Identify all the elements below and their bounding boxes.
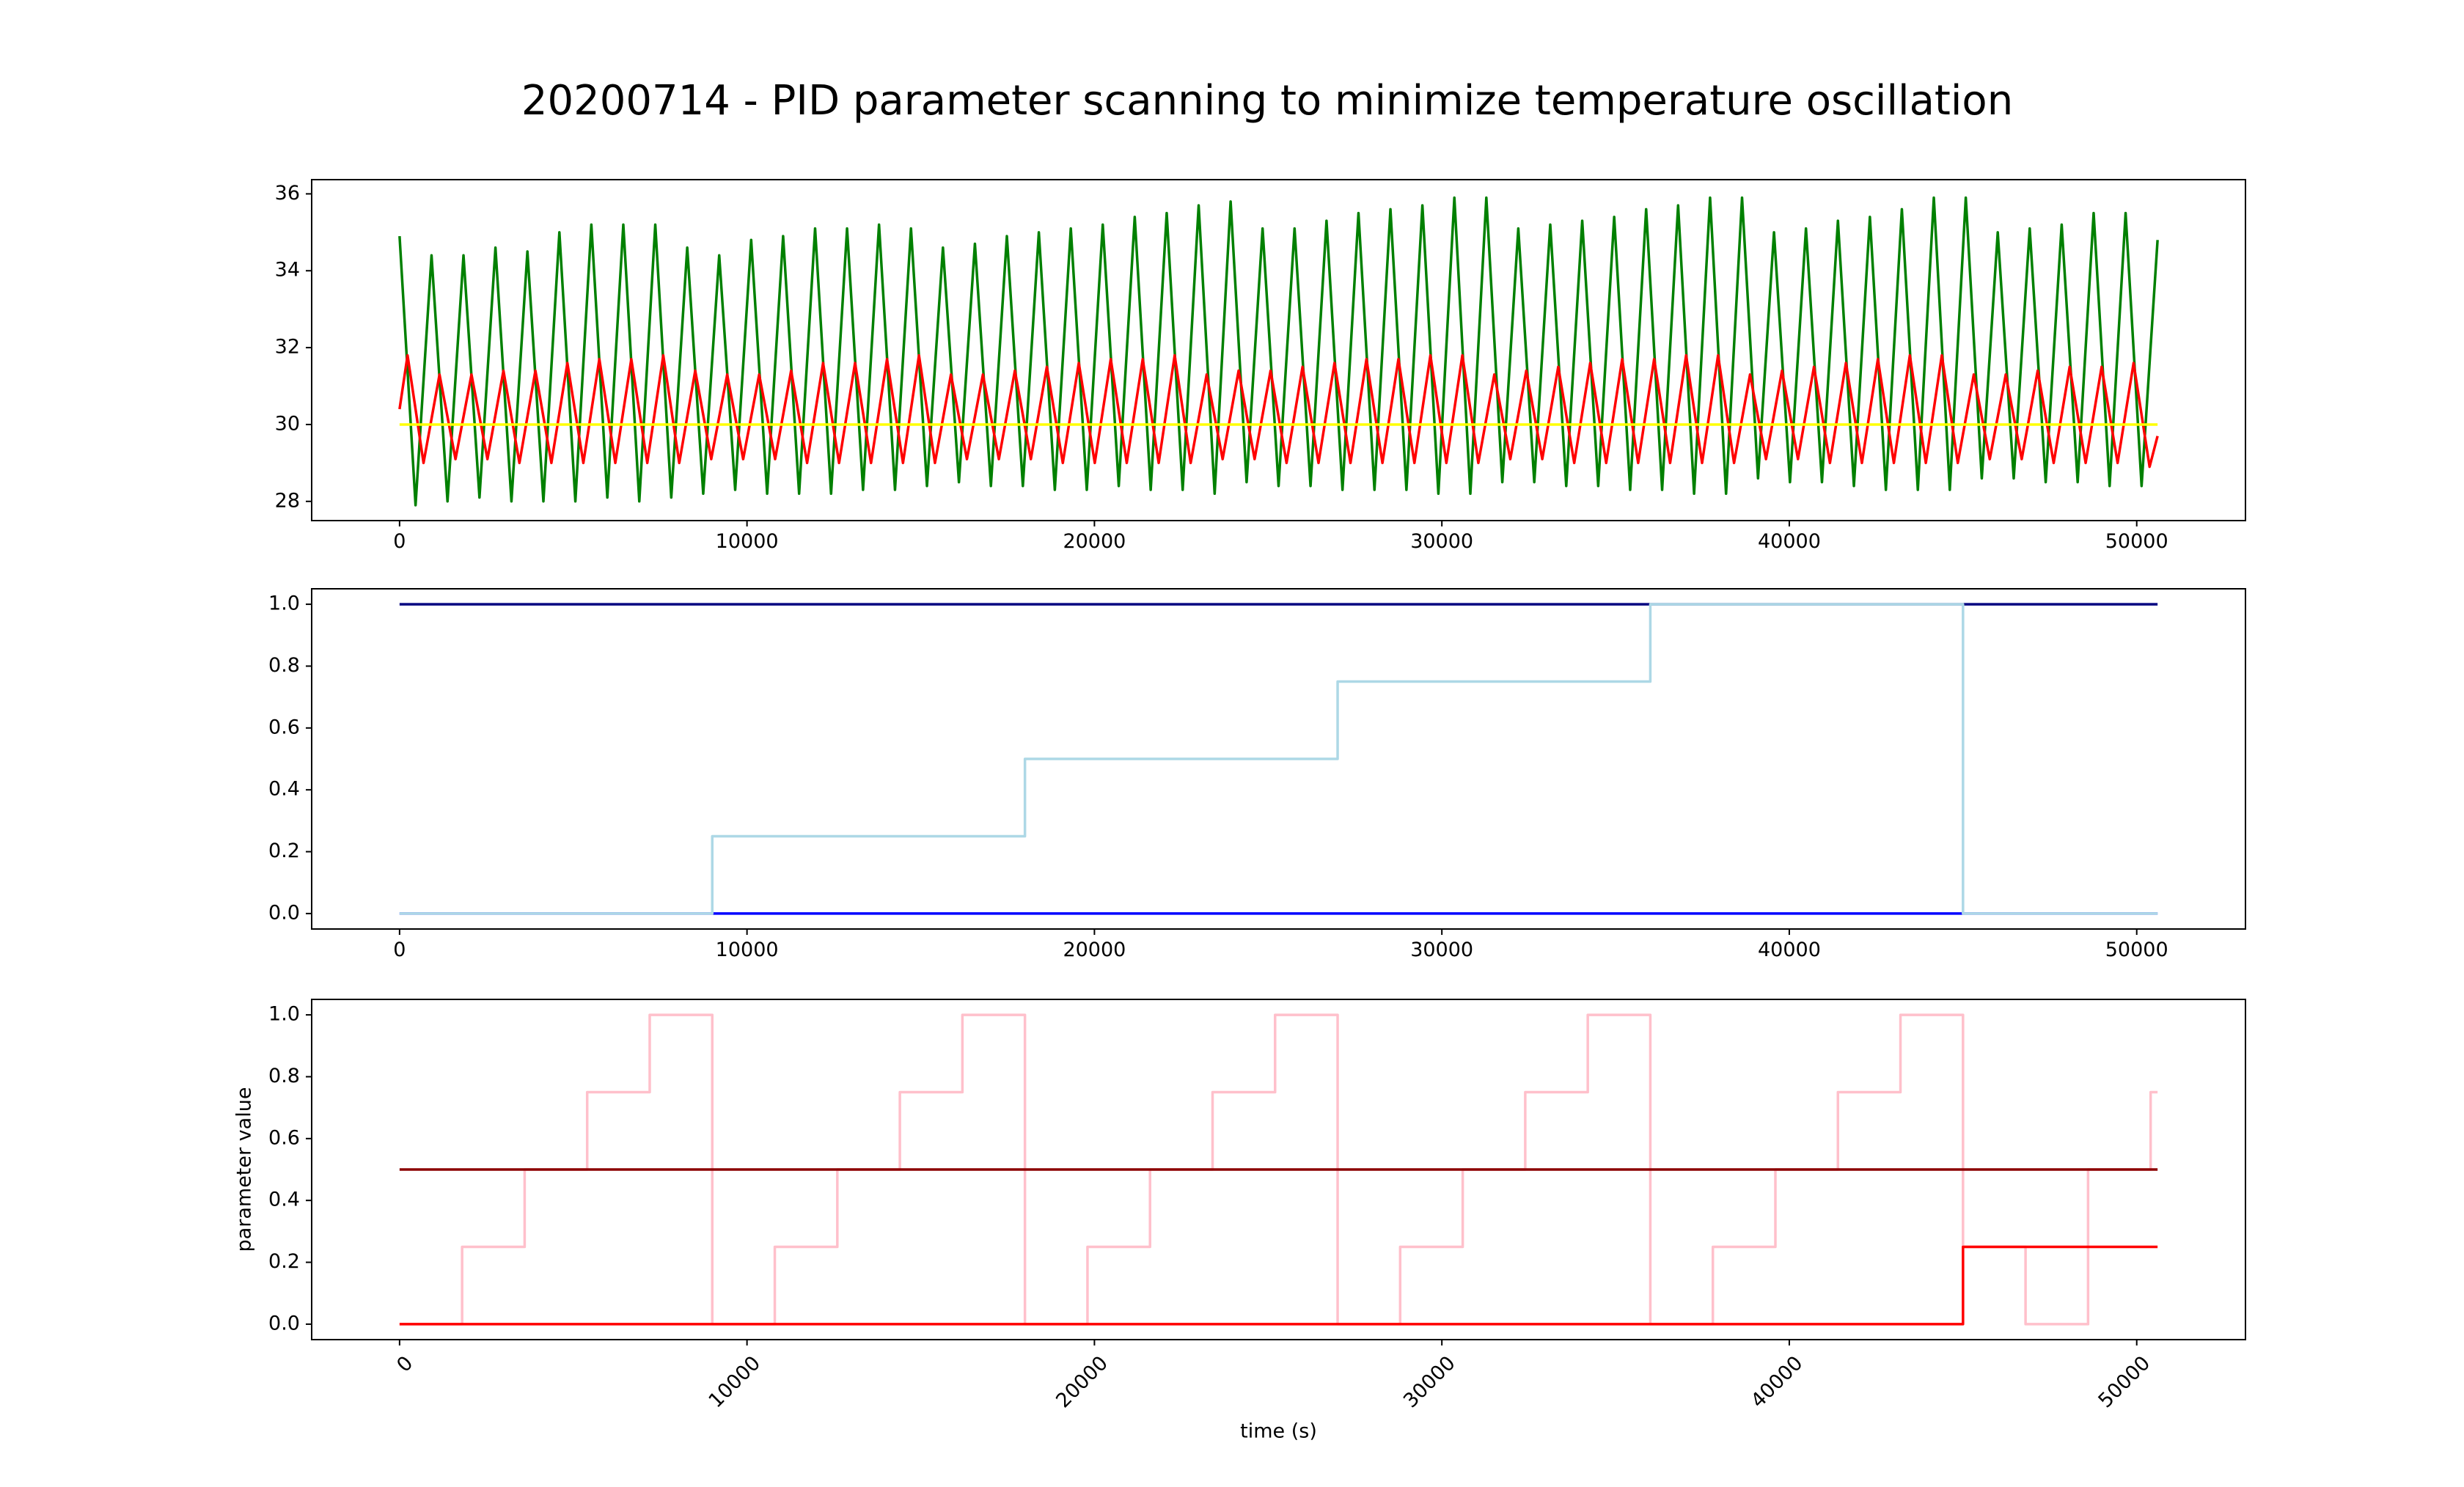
axes-frame — [311, 179, 2246, 521]
axes-frame — [311, 999, 2246, 1340]
y-tick-label: 1.0 — [268, 1003, 300, 1026]
x-tick-label: 50000 — [2105, 530, 2168, 553]
y-tick-label: 36 — [275, 182, 300, 205]
y-axis-label: parameter value — [233, 1087, 256, 1252]
y-tick-label: 30 — [275, 412, 300, 435]
y-tick-label: 0.4 — [268, 778, 300, 801]
series-line — [399, 603, 2158, 915]
x-tick-label: 20000 — [1063, 939, 1126, 961]
x-tick-label: 10000 — [716, 939, 779, 961]
y-tick-label: 0.0 — [268, 901, 300, 924]
y-tick-label: 0.2 — [268, 840, 300, 862]
x-tick-label: 0 — [393, 530, 406, 553]
x-tick-label: 0 — [393, 939, 406, 961]
series-line — [398, 196, 2159, 507]
x-tick-label: 30000 — [1410, 939, 1473, 961]
y-tick-label: 0.6 — [268, 1126, 300, 1149]
axes-frame — [311, 588, 2246, 930]
x-tick-label: 10000 — [716, 530, 779, 553]
x-tick-label: 40000 — [1758, 939, 1821, 961]
y-tick-label: 32 — [275, 336, 300, 359]
y-tick-label: 0.0 — [268, 1312, 300, 1334]
series-line — [398, 353, 2159, 469]
y-tick-label: 1.0 — [268, 592, 300, 615]
y-tick-label: 0.4 — [268, 1189, 300, 1211]
y-tick-label: 34 — [275, 259, 300, 282]
y-tick-label: 0.2 — [268, 1250, 300, 1273]
series-line — [399, 1245, 2158, 1326]
x-tick-label: 40000 — [1758, 530, 1821, 553]
x-axis-label: time (s) — [1240, 1420, 1317, 1443]
y-tick-label: 28 — [275, 489, 300, 512]
y-tick-label: 0.8 — [268, 654, 300, 677]
x-tick-label: 30000 — [1410, 530, 1473, 553]
figure-title: 20200714 - PID parameter scanning to min… — [521, 77, 2013, 125]
y-tick-label: 0.6 — [268, 716, 300, 738]
x-tick-label: 20000 — [1063, 530, 1126, 553]
y-tick-label: 0.8 — [268, 1065, 300, 1087]
x-tick-label: 50000 — [2105, 939, 2168, 961]
